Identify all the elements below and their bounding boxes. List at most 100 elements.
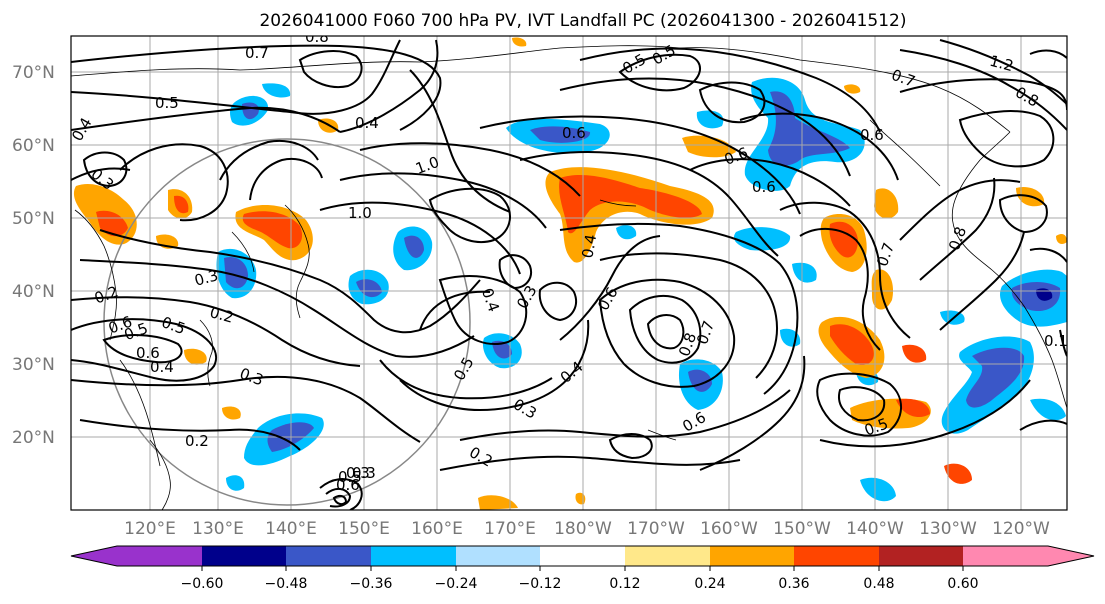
pv-label: 0.3: [346, 464, 370, 482]
pv-label: 0.4: [150, 358, 174, 376]
lon-label: 140°W: [846, 519, 904, 539]
neg-anomaly-core: [224, 256, 248, 289]
colorbar-outline: [70, 545, 1095, 567]
pv-label: 0.4: [578, 233, 600, 260]
pos-anomaly: [1056, 234, 1067, 244]
map-panel: 0.8 0.7 0.5 0.4 0.4 0.3 1.0 1.0 0.3 0.2 …: [71, 28, 1068, 510]
map-frame: [70, 35, 1068, 511]
pv-label: 0.6: [752, 178, 776, 196]
lon-label: 130°W: [919, 519, 977, 539]
longitude-labels: 120°E 130°E 140°E 150°E 160°E 170°E 180°W 170°W…: [124, 519, 1050, 539]
figure-title: 2026041000 F060 700 hPa PV, IVT Landfall…: [259, 11, 906, 31]
lon-label: 120°W: [992, 519, 1050, 539]
lon-label: 130°E: [192, 519, 244, 539]
lat-label-40n: 40°N: [12, 282, 55, 302]
lon-label: 170°W: [627, 519, 685, 539]
colorbar-tick-label: −0.36: [350, 576, 393, 592]
pos-anomaly: [902, 344, 927, 363]
pv-label: 0.2: [208, 303, 236, 327]
pos-anomaly-core: [830, 324, 874, 366]
neg-anomaly: [262, 83, 291, 98]
colorbar-tick-label: 0.24: [694, 576, 725, 592]
neg-anomaly-core: [356, 279, 382, 298]
colorbar-overflow: [1048, 546, 1094, 566]
pos-anomaly-core: [96, 210, 128, 237]
pos-anomaly: [944, 463, 972, 484]
lat-label-50n: 50°N: [12, 209, 55, 229]
pos-anomaly: [512, 37, 527, 47]
colorbar-tick-label: −0.12: [519, 576, 562, 592]
label-backdrop: [305, 36, 335, 42]
pos-anomaly: [222, 406, 241, 420]
pos-anomaly-core: [559, 175, 702, 234]
neg-anomaly-core: [530, 126, 591, 143]
pv-label: 0.1: [1044, 332, 1068, 350]
colorbar-bin: [794, 546, 879, 566]
neg-anomaly-peak: [1036, 288, 1053, 301]
pv-label: 0.6: [860, 126, 884, 144]
pv-label: 0.6: [562, 124, 586, 142]
lon-label: 160°W: [700, 519, 758, 539]
lat-label-30n: 30°N: [12, 355, 55, 375]
colorbar-tick-label: −0.48: [265, 576, 308, 592]
colorbar-tick-label: −0.60: [181, 576, 224, 592]
pv-label: 0.4: [355, 114, 379, 132]
pos-anomaly: [871, 269, 894, 310]
lat-label-20n: 20°N: [12, 428, 55, 448]
neg-anomaly: [616, 225, 637, 240]
lat-label-70n: 70°N: [12, 63, 55, 83]
neg-anomaly: [860, 477, 896, 502]
colorbar-bin: [963, 546, 1048, 566]
colorbar-bin: [286, 546, 371, 566]
neg-anomaly: [792, 262, 817, 283]
colorbar-bin: [456, 546, 540, 566]
lon-label: 150°W: [773, 519, 831, 539]
pv-label: 0.5: [155, 94, 179, 112]
pos-anomaly: [478, 495, 518, 510]
lon-label: 170°E: [484, 519, 536, 539]
pv-label: 0.5: [338, 468, 362, 486]
lat-label-60n: 60°N: [12, 136, 55, 156]
pos-anomaly-core: [174, 195, 189, 214]
colorbar-bin: [879, 546, 963, 566]
colorbar-bin: [202, 546, 286, 566]
pv-label: 0.2: [185, 432, 209, 450]
neg-anomaly-core: [768, 91, 850, 166]
pv-label: 0.6: [136, 344, 160, 362]
colorbar-tick-label: 0.36: [778, 576, 809, 592]
colorbar-ticks: −0.60 −0.48 −0.36 −0.24 −0.12 0.12 0.24 0.36 0.4…: [181, 566, 979, 592]
pos-anomaly: [184, 348, 207, 365]
pv-label: 1.2: [988, 52, 1016, 76]
pv-label: 0.3: [352, 464, 376, 482]
colorbar-tick-label: 0.48: [863, 576, 894, 592]
colorbar: −0.60 −0.48 −0.36 −0.24 −0.12 0.12 0.24 0.36 0.4…: [70, 545, 1095, 592]
neg-anomaly-core: [966, 347, 1025, 408]
pv-contours: [71, 39, 1067, 510]
pos-anomaly: [874, 188, 899, 219]
colorbar-bin: [710, 546, 794, 566]
pv-label: 1.0: [348, 204, 372, 222]
colorbar-bin: [625, 546, 710, 566]
neg-anomaly: [226, 475, 245, 491]
lon-label: 150°E: [338, 519, 390, 539]
lon-label: 180°W: [554, 519, 612, 539]
colorbar-tick-label: −0.24: [435, 576, 478, 592]
latitude-labels: 70°N 60°N 50°N 40°N 30°N 20°N: [12, 63, 55, 448]
lon-label: 160°E: [411, 519, 463, 539]
pos-anomaly: [844, 84, 861, 94]
neg-anomaly: [1030, 398, 1066, 421]
pos-anomaly: [682, 135, 736, 158]
pv-label: 0.7: [245, 44, 269, 62]
colorbar-underflow: [71, 546, 117, 566]
lon-label: 140°E: [265, 519, 317, 539]
colorbar-bin: [117, 546, 202, 566]
pos-anomaly-core: [896, 398, 930, 418]
colorbar-tick-label: 0.12: [609, 576, 640, 592]
colorbar-bin: [371, 546, 456, 566]
pv-label: 0.3: [192, 266, 220, 290]
lon-label: 120°E: [124, 519, 176, 539]
colorbar-bin: [540, 546, 625, 566]
pv-label: 0.8: [305, 28, 329, 46]
pv-label: 0.6: [336, 476, 360, 494]
